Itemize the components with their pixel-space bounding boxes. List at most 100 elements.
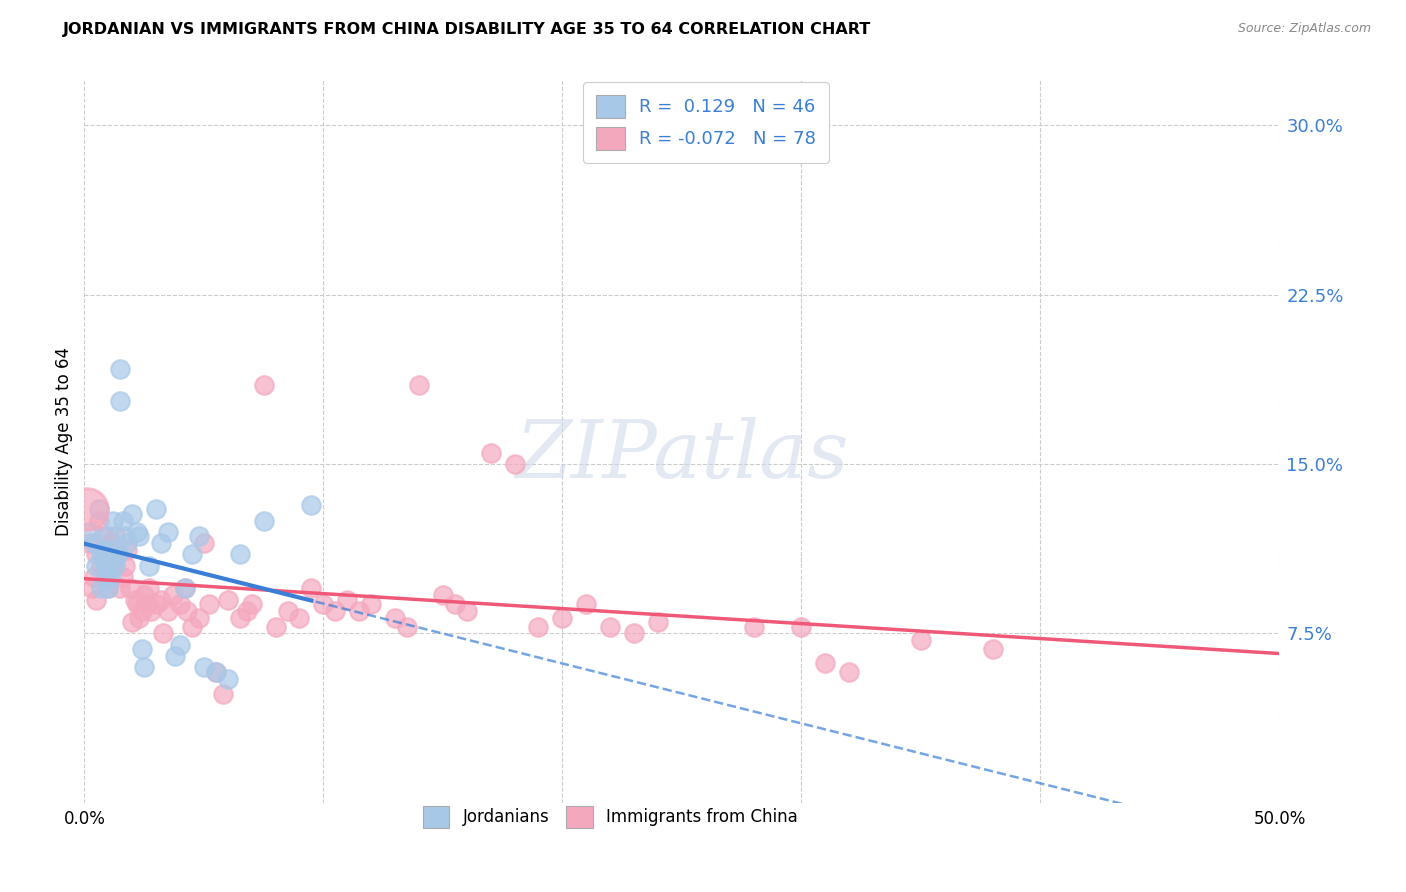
Point (101, 558, 124, 573)
Point (93, 552, 115, 566)
Point (205, 665, 228, 679)
Point (188, 529, 211, 543)
Point (101, 514, 124, 528)
Point (360, 597, 382, 611)
Point (301, 582, 323, 596)
Point (104, 529, 127, 543)
Point (76, 502, 98, 516)
Point (165, 648, 187, 663)
Point (188, 610, 211, 624)
Point (114, 529, 136, 543)
Point (107, 548, 129, 562)
Point (128, 529, 150, 543)
Point (131, 604, 153, 618)
Point (181, 548, 204, 562)
Text: Source: ZipAtlas.com: Source: ZipAtlas.com (1237, 22, 1371, 36)
Point (94, 558, 117, 573)
Point (100, 536, 122, 550)
Point (117, 536, 139, 550)
Point (93, 542, 115, 557)
Point (132, 588, 156, 602)
Point (229, 548, 252, 562)
Point (97, 582, 120, 596)
Point (97, 552, 120, 566)
Point (104, 552, 127, 566)
Point (93, 552, 115, 566)
Point (114, 558, 136, 573)
Point (131, 642, 153, 657)
Point (169, 597, 191, 611)
Point (229, 610, 252, 624)
Point (503, 457, 526, 471)
Point (86, 558, 108, 573)
Point (138, 582, 160, 596)
Point (838, 665, 860, 679)
Point (253, 378, 276, 392)
Point (97, 529, 120, 543)
Point (181, 620, 204, 634)
Point (118, 582, 141, 596)
Point (479, 446, 502, 460)
Point (162, 588, 184, 602)
Point (408, 378, 430, 392)
Point (336, 592, 359, 607)
Point (349, 604, 371, 618)
Point (527, 620, 550, 634)
Point (157, 524, 180, 539)
Point (94, 542, 117, 557)
Point (110, 582, 132, 596)
Point (814, 656, 837, 670)
Point (104, 558, 127, 573)
Point (157, 604, 180, 618)
Point (141, 604, 163, 618)
Point (110, 362, 132, 376)
Point (149, 592, 172, 607)
Point (197, 597, 219, 611)
Point (301, 498, 323, 512)
Point (93, 529, 115, 543)
Point (97, 563, 120, 577)
Point (173, 582, 195, 596)
Point (77, 524, 100, 539)
Point (97, 582, 120, 596)
Point (253, 514, 276, 528)
Point (981, 642, 1004, 657)
Point (83, 536, 105, 550)
Point (97, 570, 120, 584)
Point (173, 582, 195, 596)
Point (325, 604, 347, 618)
Point (742, 620, 765, 634)
Point (169, 638, 191, 652)
Point (90, 548, 112, 562)
Point (456, 604, 478, 618)
Point (217, 672, 239, 686)
Point (100, 542, 122, 557)
Point (551, 610, 574, 624)
Point (193, 536, 215, 550)
Point (277, 604, 299, 618)
Point (125, 524, 148, 539)
Point (107, 548, 129, 562)
Point (83, 570, 105, 584)
Point (117, 542, 139, 557)
Text: ZIPatlas: ZIPatlas (515, 417, 849, 495)
Point (111, 570, 134, 584)
Point (138, 558, 160, 573)
Point (94, 552, 117, 566)
Y-axis label: Disability Age 35 to 64: Disability Age 35 to 64 (55, 347, 73, 536)
Point (212, 687, 235, 701)
Point (110, 393, 132, 408)
Point (432, 588, 454, 602)
Point (77, 536, 100, 550)
Legend: Jordanians, Immigrants from China: Jordanians, Immigrants from China (416, 799, 804, 834)
Point (145, 597, 167, 611)
Point (90, 558, 112, 573)
Point (205, 665, 228, 679)
Point (86, 548, 108, 562)
Point (790, 620, 813, 634)
Point (87, 502, 110, 516)
Point (149, 536, 172, 550)
Point (647, 615, 669, 630)
Point (599, 620, 621, 634)
Point (236, 604, 259, 618)
